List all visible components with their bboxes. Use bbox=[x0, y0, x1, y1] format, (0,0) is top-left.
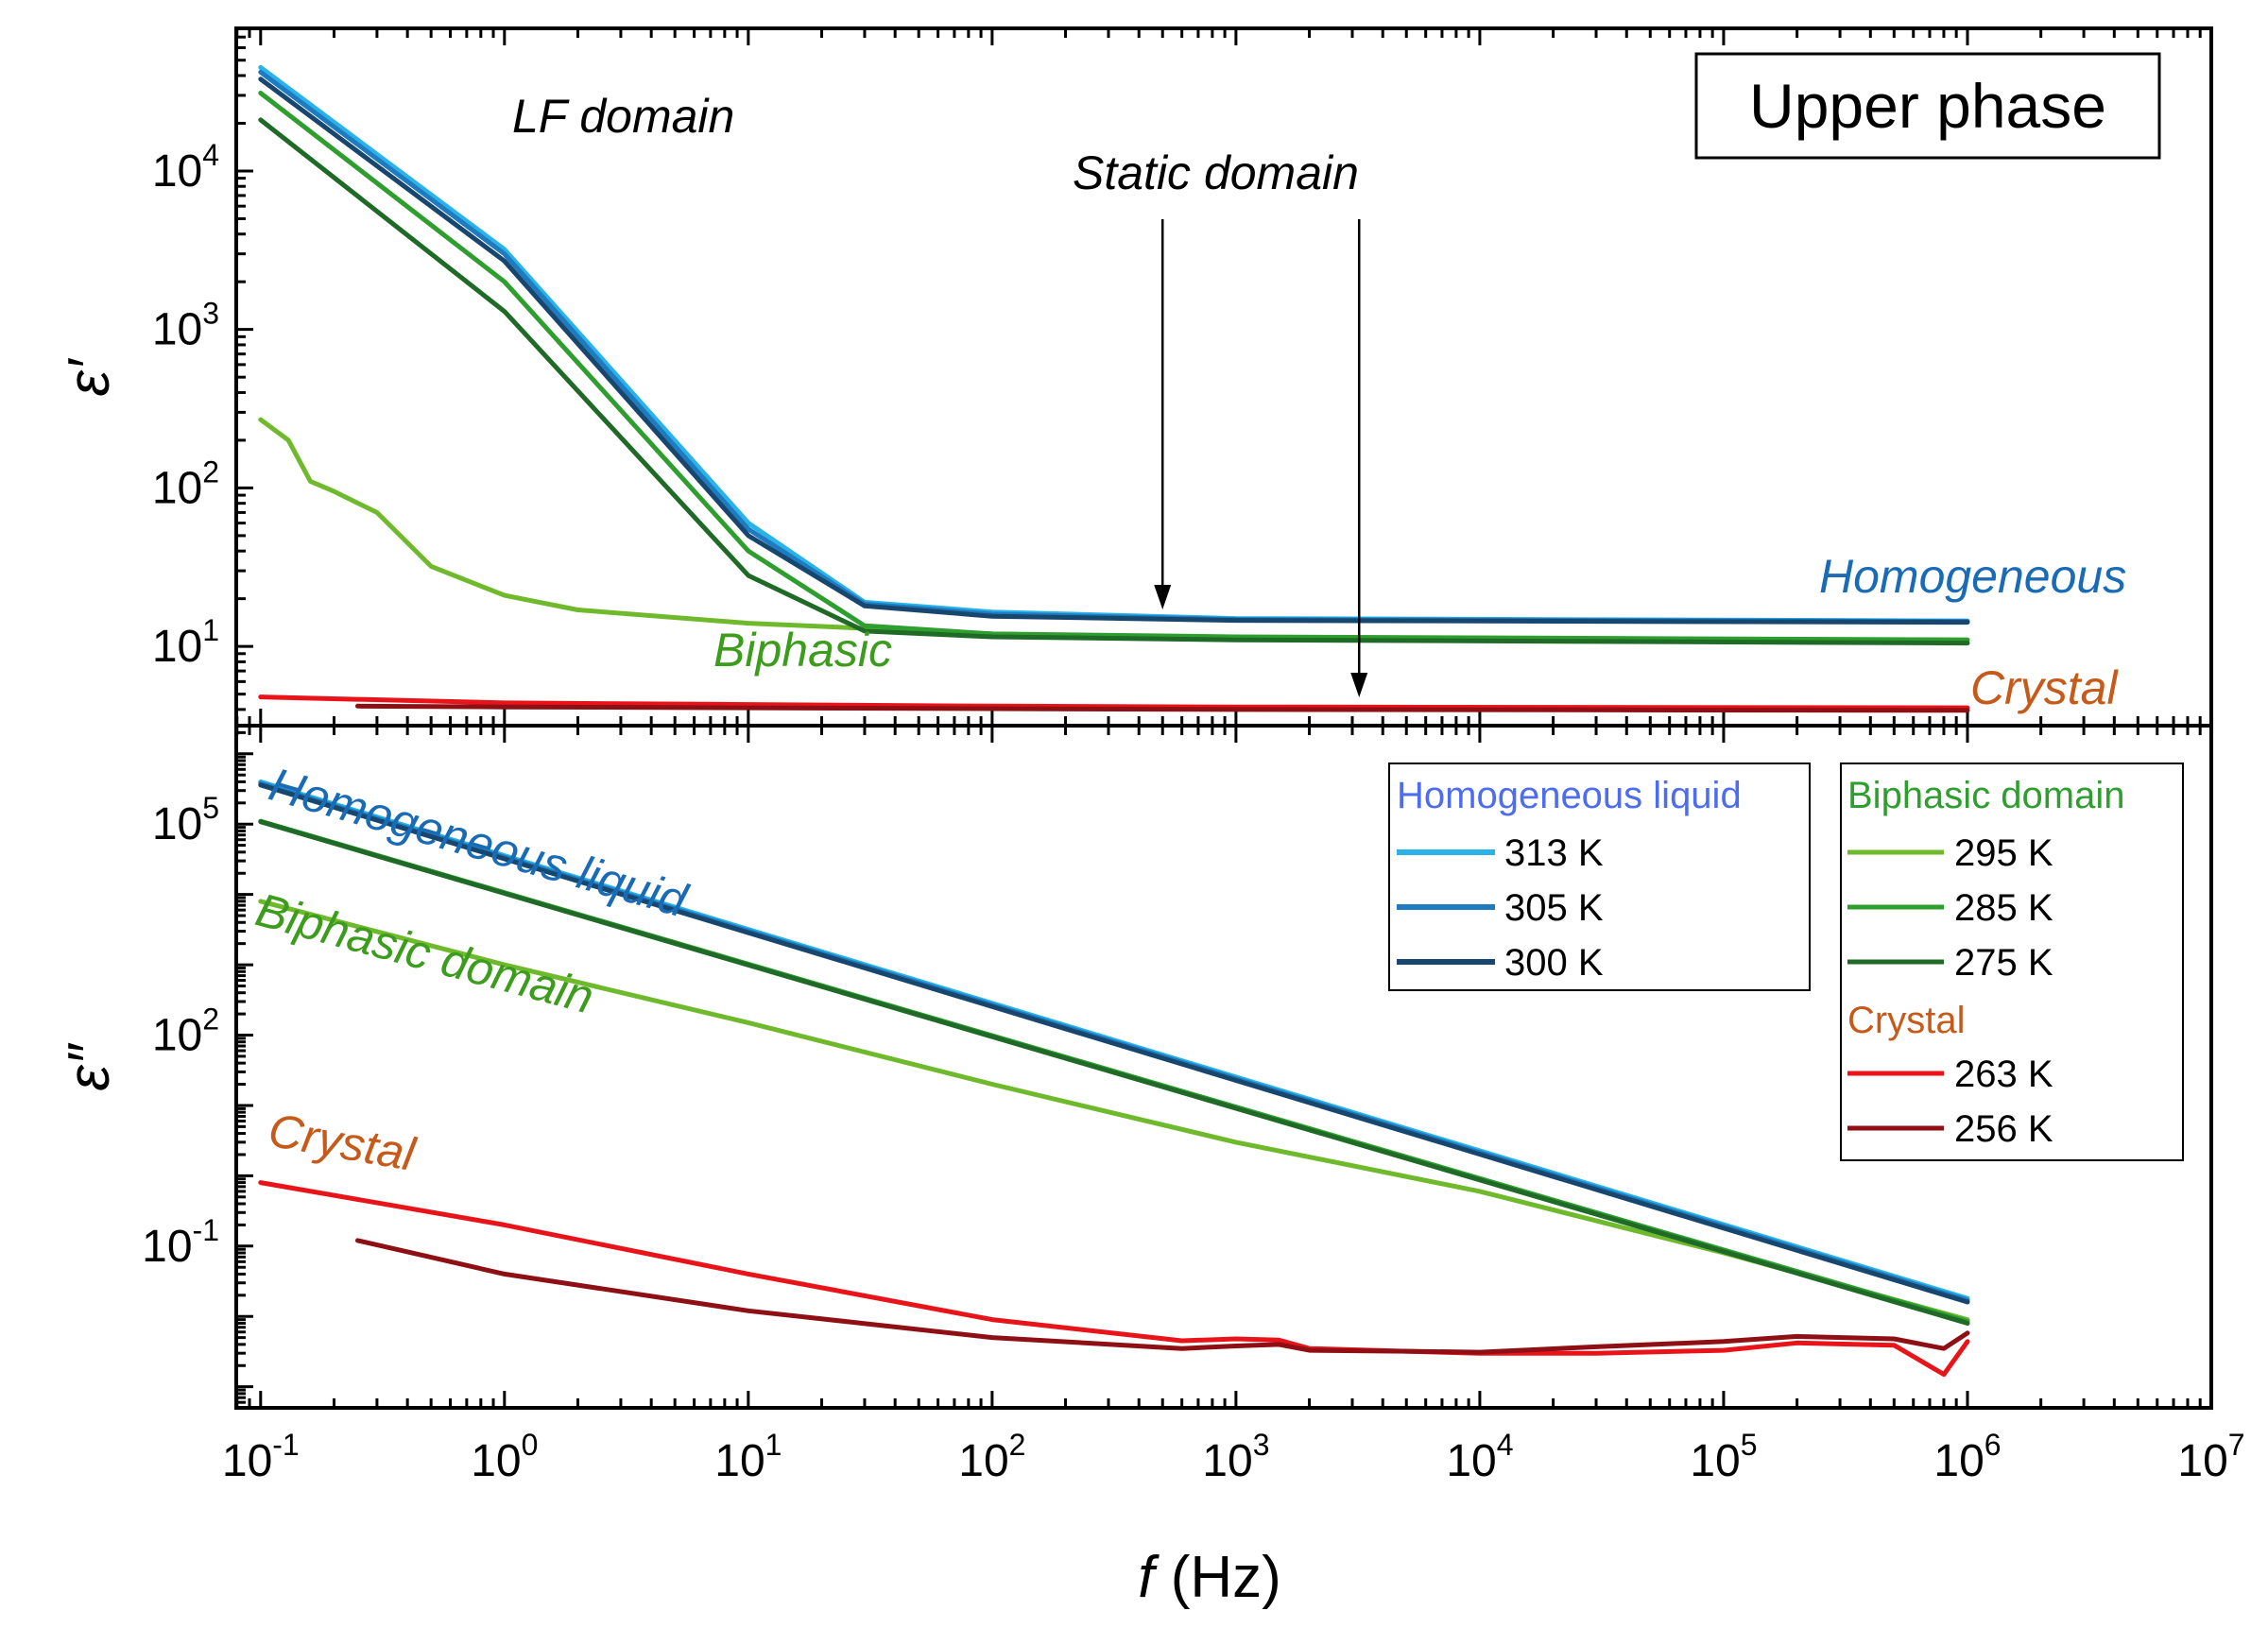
x-axis-title: f (Hz) bbox=[1138, 1545, 1281, 1610]
legend-300: 300 K bbox=[1504, 942, 1604, 984]
phase-box-label: Upper phase bbox=[1749, 71, 2106, 141]
legend-homogeneous-title: Homogeneous liquid bbox=[1397, 775, 1742, 816]
x-tick-label: 102 bbox=[958, 1428, 1025, 1486]
bottom-y-ticks: 10-1 102 105 bbox=[142, 730, 253, 1404]
bottom-series-295k bbox=[258, 899, 1970, 1323]
x-tick-label: 106 bbox=[1933, 1428, 2001, 1486]
x-tick-label: 104 bbox=[1446, 1428, 1513, 1486]
legend-305: 305 K bbox=[1504, 887, 1604, 929]
top-y-axis-title: ε′ bbox=[57, 357, 122, 396]
top-y-tick-label: 101 bbox=[152, 613, 219, 672]
phase-box bbox=[1694, 52, 2161, 160]
x-tick-label: 107 bbox=[2177, 1428, 2244, 1486]
bottom-series-256k bbox=[355, 1238, 1970, 1355]
x-ticks: 10-1 100 101 102 103 104 105 106 107 bbox=[222, 28, 2245, 1486]
legend-295: 295 K bbox=[1954, 832, 2053, 874]
legend-263: 263 K bbox=[1954, 1054, 2053, 1095]
top-y-tick-label: 102 bbox=[152, 454, 219, 513]
x-tick-label: 10-1 bbox=[222, 1428, 300, 1486]
crystal-label-bottom: Crystal bbox=[265, 1104, 421, 1181]
top-series-275k bbox=[258, 117, 1970, 646]
top-y-tick-label: 104 bbox=[152, 138, 219, 197]
biphasic-label: Biphasic bbox=[713, 624, 892, 677]
x-tick-label: 105 bbox=[1690, 1428, 1757, 1486]
static-domain-arrows bbox=[1154, 219, 1368, 697]
static-domain-label: Static domain bbox=[1073, 146, 1359, 199]
bottom-y-tick-label: 102 bbox=[152, 1003, 219, 1061]
legend-biphasic-title: Biphasic domain bbox=[1847, 775, 2125, 816]
x-tick-label: 103 bbox=[1202, 1428, 1269, 1486]
crystal-label-top: Crystal bbox=[1970, 661, 2119, 714]
top-y-ticks: 101 102 103 104 bbox=[152, 35, 253, 711]
bottom-y-tick-label: 105 bbox=[152, 791, 219, 849]
arrow-head bbox=[1350, 673, 1368, 697]
bottom-series-275k bbox=[258, 819, 1970, 1326]
homogeneous-label: Homogeneous bbox=[1819, 550, 2126, 603]
bottom-y-axis-title: ε″ bbox=[57, 1042, 122, 1090]
arrow-head bbox=[1154, 585, 1172, 609]
top-series-256k bbox=[355, 703, 1970, 713]
top-series-group bbox=[258, 64, 1970, 713]
x-tick-label: 101 bbox=[714, 1428, 782, 1486]
lf-domain-label: LF domain bbox=[512, 90, 734, 143]
legend-crystal-title: Crystal bbox=[1847, 1000, 1965, 1041]
legend-313: 313 K bbox=[1504, 832, 1604, 874]
top-series-300k bbox=[258, 77, 1970, 625]
x-tick-label: 100 bbox=[471, 1428, 538, 1486]
x-axis-unit: (Hz) bbox=[1154, 1545, 1280, 1610]
legend-285: 285 K bbox=[1954, 887, 2053, 929]
legend-biphasic-crystal: Biphasic domain 295 K 285 K 275 K Crysta… bbox=[1840, 763, 2184, 1161]
bottom-y-tick-label: 10-1 bbox=[142, 1213, 219, 1272]
legend-homogeneous: Homogeneous liquid 313 K 305 K 300 K bbox=[1388, 763, 1811, 991]
legend-256: 256 K bbox=[1954, 1108, 2053, 1150]
top-series-285k bbox=[258, 91, 1970, 643]
top-y-tick-label: 103 bbox=[152, 297, 219, 355]
bottom-series-group bbox=[258, 779, 1970, 1378]
top-series-263k bbox=[258, 694, 1970, 711]
top-series-295k bbox=[258, 417, 1970, 643]
legend-275: 275 K bbox=[1954, 942, 2053, 984]
bottom-series-300k bbox=[258, 782, 1970, 1305]
